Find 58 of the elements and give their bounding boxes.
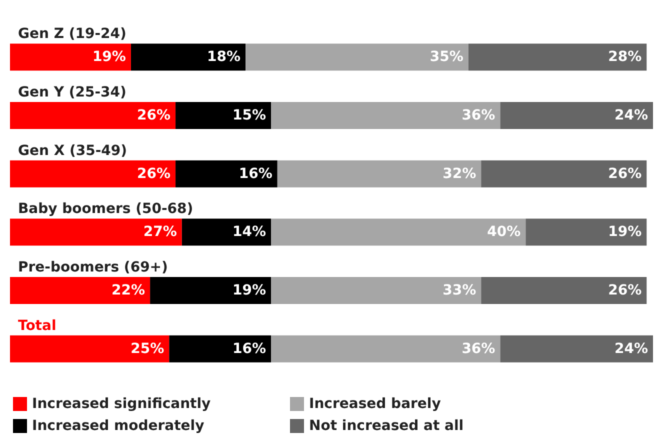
data-label: 32% bbox=[442, 166, 476, 182]
data-label: 35% bbox=[430, 49, 464, 66]
data-label: 16% bbox=[232, 340, 266, 357]
bar bbox=[176, 160, 278, 188]
legend-label: Increased barely bbox=[309, 396, 441, 412]
bar bbox=[271, 277, 482, 304]
data-label: 27% bbox=[143, 224, 177, 240]
bar bbox=[10, 102, 176, 129]
bar bbox=[10, 277, 150, 304]
bar bbox=[246, 44, 468, 71]
data-label: 33% bbox=[442, 282, 476, 298]
data-label: 25% bbox=[130, 340, 164, 357]
data-label: 26% bbox=[608, 282, 642, 298]
data-label: 22% bbox=[112, 282, 146, 298]
data-label: 36% bbox=[462, 340, 496, 357]
data-label: 26% bbox=[137, 166, 171, 182]
bar bbox=[150, 277, 272, 304]
bar bbox=[481, 160, 647, 188]
bar bbox=[500, 335, 653, 362]
y-tick-label: Pre-boomers (69+) bbox=[18, 260, 168, 276]
bar bbox=[10, 160, 176, 188]
legend-label: Increased moderately bbox=[32, 418, 204, 434]
bar bbox=[182, 218, 272, 246]
bar bbox=[130, 44, 246, 71]
bar bbox=[10, 218, 182, 246]
bar bbox=[176, 102, 272, 129]
legend-label: Not increased at all bbox=[309, 418, 464, 434]
data-label: 19% bbox=[232, 282, 266, 298]
bar bbox=[271, 102, 500, 129]
data-label: 24% bbox=[614, 340, 648, 357]
data-label: 26% bbox=[608, 166, 642, 182]
bar bbox=[169, 335, 272, 362]
data-label: 18% bbox=[207, 49, 241, 66]
bar bbox=[10, 335, 170, 362]
data-label: 16% bbox=[238, 166, 272, 182]
bar bbox=[271, 335, 500, 362]
data-label: 28% bbox=[608, 49, 642, 66]
data-label: 26% bbox=[137, 108, 171, 124]
y-tick-label: Gen X (35-49) bbox=[18, 142, 128, 159]
data-label: 19% bbox=[92, 49, 126, 66]
bar bbox=[10, 44, 131, 71]
data-label: 24% bbox=[614, 108, 648, 124]
data-label: 36% bbox=[462, 108, 496, 124]
data-label: 40% bbox=[487, 224, 521, 240]
y-tick-label: Gen Z (19-24) bbox=[18, 26, 126, 42]
y-tick-label: Baby boomers (50-68) bbox=[18, 201, 194, 218]
data-label: 14% bbox=[232, 224, 266, 240]
bar bbox=[526, 218, 647, 246]
bar bbox=[271, 218, 526, 246]
legend-label: Increased significantly bbox=[32, 396, 211, 412]
data-label: 19% bbox=[608, 224, 642, 240]
y-tick-label: Total bbox=[18, 318, 56, 334]
data-label: 15% bbox=[232, 108, 266, 124]
y-tick-label: Gen Y (25-34) bbox=[18, 84, 126, 100]
bar bbox=[277, 160, 482, 188]
bar bbox=[500, 102, 653, 129]
bar bbox=[468, 44, 647, 71]
bar bbox=[481, 277, 647, 304]
